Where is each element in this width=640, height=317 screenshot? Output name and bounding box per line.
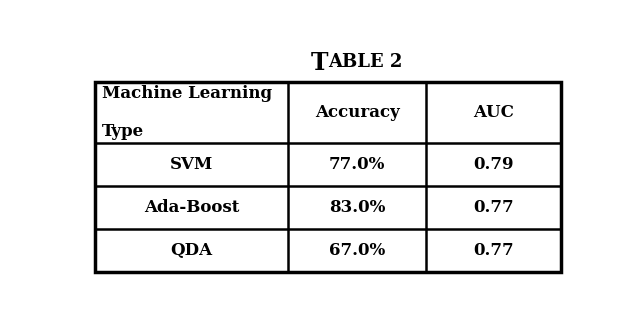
- Text: ABLE 2: ABLE 2: [328, 53, 403, 71]
- Text: 67.0%: 67.0%: [329, 242, 385, 259]
- Text: 77.0%: 77.0%: [329, 156, 385, 173]
- Text: 0.77: 0.77: [473, 199, 514, 216]
- Text: Type: Type: [102, 123, 145, 140]
- Text: 83.0%: 83.0%: [329, 199, 385, 216]
- Bar: [95, 82, 561, 272]
- Text: T: T: [310, 51, 328, 75]
- Text: Accuracy: Accuracy: [315, 104, 399, 121]
- Text: 0.79: 0.79: [473, 156, 514, 173]
- Text: QDA: QDA: [171, 242, 212, 259]
- Text: Machine Learning: Machine Learning: [102, 85, 273, 102]
- Text: AUC: AUC: [473, 104, 514, 121]
- Text: Ada-Boost: Ada-Boost: [144, 199, 239, 216]
- Text: SVM: SVM: [170, 156, 213, 173]
- Text: 0.77: 0.77: [473, 242, 514, 259]
